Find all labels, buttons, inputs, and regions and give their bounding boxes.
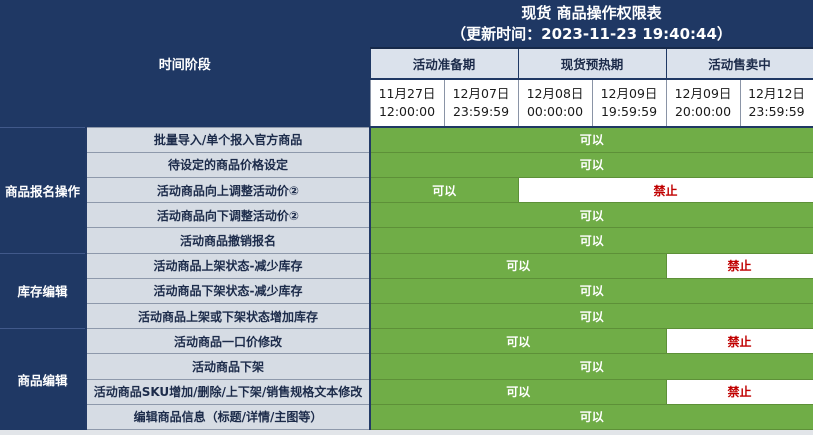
bottom-strip xyxy=(0,430,813,435)
table-row: 商品编辑 活动商品一口价修改 可以 禁止 xyxy=(0,328,813,430)
period-header-cell: 活动售卖中 xyxy=(665,47,813,80)
period-header-row: 活动准备期 现货预热期 活动售卖中 xyxy=(0,47,813,80)
permission-cell-allowed: 可以 xyxy=(369,126,813,153)
time-slot-time: 23:59:59 xyxy=(452,104,510,119)
permission-cell-allowed: 可以 xyxy=(369,227,813,254)
row-label-cell: 活动商品一口价修改 xyxy=(84,328,372,355)
table-row: 活动商品下架 可以 xyxy=(0,353,813,380)
row-label-cell: 待设定的商品价格设定 xyxy=(84,151,372,178)
row-label-cell: 活动商品向上调整活动价② xyxy=(84,176,372,204)
permission-cell-allowed: 可以 xyxy=(369,252,667,279)
row-label-cell: 批量导入/单个报入官方商品 xyxy=(84,126,372,153)
time-slot-cell: 11月27日 12:00:00 xyxy=(369,78,445,128)
table-update-time: （更新时间：2023-11-23 19:40:44） xyxy=(451,24,732,43)
permission-cell-allowed: 可以 xyxy=(369,202,813,229)
time-slot-cell: 12月08日 00:00:00 xyxy=(517,78,593,128)
row-label-cell: 编辑商品信息（标题/详情/主图等） xyxy=(84,403,372,431)
permission-cell-allowed: 可以 xyxy=(369,176,519,204)
time-slot-time: 23:59:59 xyxy=(748,104,805,119)
table-row: 库存编辑 活动商品上架状态-减少库存 可以 禁止 xyxy=(0,252,813,329)
time-slot-time: 19:59:59 xyxy=(600,104,658,119)
group-label-cell: 库存编辑 xyxy=(0,252,86,329)
permission-cell-forbidden: 禁止 xyxy=(666,378,813,405)
time-slot-date: 11月27日 xyxy=(378,86,436,101)
time-header-row: 11月27日 12:00:00 12月07日 23:59:59 12月08日 00:00:… xyxy=(0,78,813,128)
row-label-cell: 活动商品上架状态-减少库存 xyxy=(84,252,372,279)
time-slot-time: 12:00:00 xyxy=(378,104,436,119)
permission-cell-forbidden: 禁止 xyxy=(666,328,813,355)
row-label-cell: 活动商品向下调整活动价② xyxy=(84,202,372,229)
table-row: 待设定的商品价格设定 可以 xyxy=(0,151,813,178)
table-title: 现货 商品操作权限表 xyxy=(521,3,662,22)
row-label-cell: 活动商品SKU增加/删除/上下架/销售规格文本修改 xyxy=(84,378,372,405)
permission-cell-allowed: 可以 xyxy=(369,277,813,304)
permission-cell-allowed: 可以 xyxy=(369,302,813,330)
table-title-cell: 现货 商品操作权限表 （更新时间：2023-11-23 19:40:44） xyxy=(370,0,813,49)
time-slot-date: 12月09日 xyxy=(600,86,658,101)
row-label-cell: 活动商品下架 xyxy=(84,353,372,380)
stage-header-label: 时间阶段 xyxy=(158,57,211,73)
group-label-cell: 商品编辑 xyxy=(0,328,86,430)
time-slot-date: 12月08日 xyxy=(526,86,584,101)
time-slot-date: 12月12日 xyxy=(748,86,805,101)
table-row: 活动商品SKU增加/删除/上下架/销售规格文本修改 可以 禁止 xyxy=(0,378,813,405)
table-row: 商品报名操作 批量导入/单个报入官方商品 可以 xyxy=(0,126,813,254)
time-slot-time: 20:00:00 xyxy=(674,104,732,119)
table-row: 活动商品下架状态-减少库存 可以 xyxy=(0,277,813,304)
time-slot-cell: 12月09日 20:00:00 xyxy=(665,78,741,128)
table-row: 活动商品撤销报名 可以 xyxy=(0,227,813,254)
permission-cell-forbidden: 禁止 xyxy=(518,176,813,204)
table-row: 活动商品上架或下架状态增加库存 可以 xyxy=(0,302,813,330)
title-row: 时间阶段 现货 商品操作权限表 （更新时间：2023-11-23 19:40:4… xyxy=(0,0,813,127)
time-slot-date: 12月07日 xyxy=(452,86,510,101)
table-row: 活动商品向上调整活动价② 可以 禁止 xyxy=(0,176,813,204)
time-slot-date: 12月09日 xyxy=(674,86,732,101)
table-row: 编辑商品信息（标题/详情/主图等） 可以 xyxy=(0,403,813,431)
time-slot-time: 00:00:00 xyxy=(526,104,584,119)
permission-cell-allowed: 可以 xyxy=(369,328,667,355)
row-label-cell: 活动商品上架或下架状态增加库存 xyxy=(84,302,372,330)
period-header-cell: 现货预热期 xyxy=(517,47,667,80)
time-slot-cell: 12月09日 19:59:59 xyxy=(591,78,667,128)
group-label-cell: 商品报名操作 xyxy=(0,126,86,254)
table-row: 活动商品向下调整活动价② 可以 xyxy=(0,202,813,229)
permission-cell-allowed: 可以 xyxy=(369,403,813,431)
row-label-cell: 活动商品撤销报名 xyxy=(84,227,372,254)
permission-cell-allowed: 可以 xyxy=(369,378,667,405)
permission-cell-allowed: 可以 xyxy=(369,353,813,380)
time-slot-cell: 12月12日 23:59:59 xyxy=(739,78,813,128)
period-header-cell: 活动准备期 xyxy=(369,47,519,80)
permission-cell-forbidden: 禁止 xyxy=(666,252,813,279)
permission-cell-allowed: 可以 xyxy=(369,151,813,178)
row-label-cell: 活动商品下架状态-减少库存 xyxy=(84,277,372,304)
stage-header-cell: 时间阶段 xyxy=(0,0,371,127)
time-slot-cell: 12月07日 23:59:59 xyxy=(443,78,519,128)
